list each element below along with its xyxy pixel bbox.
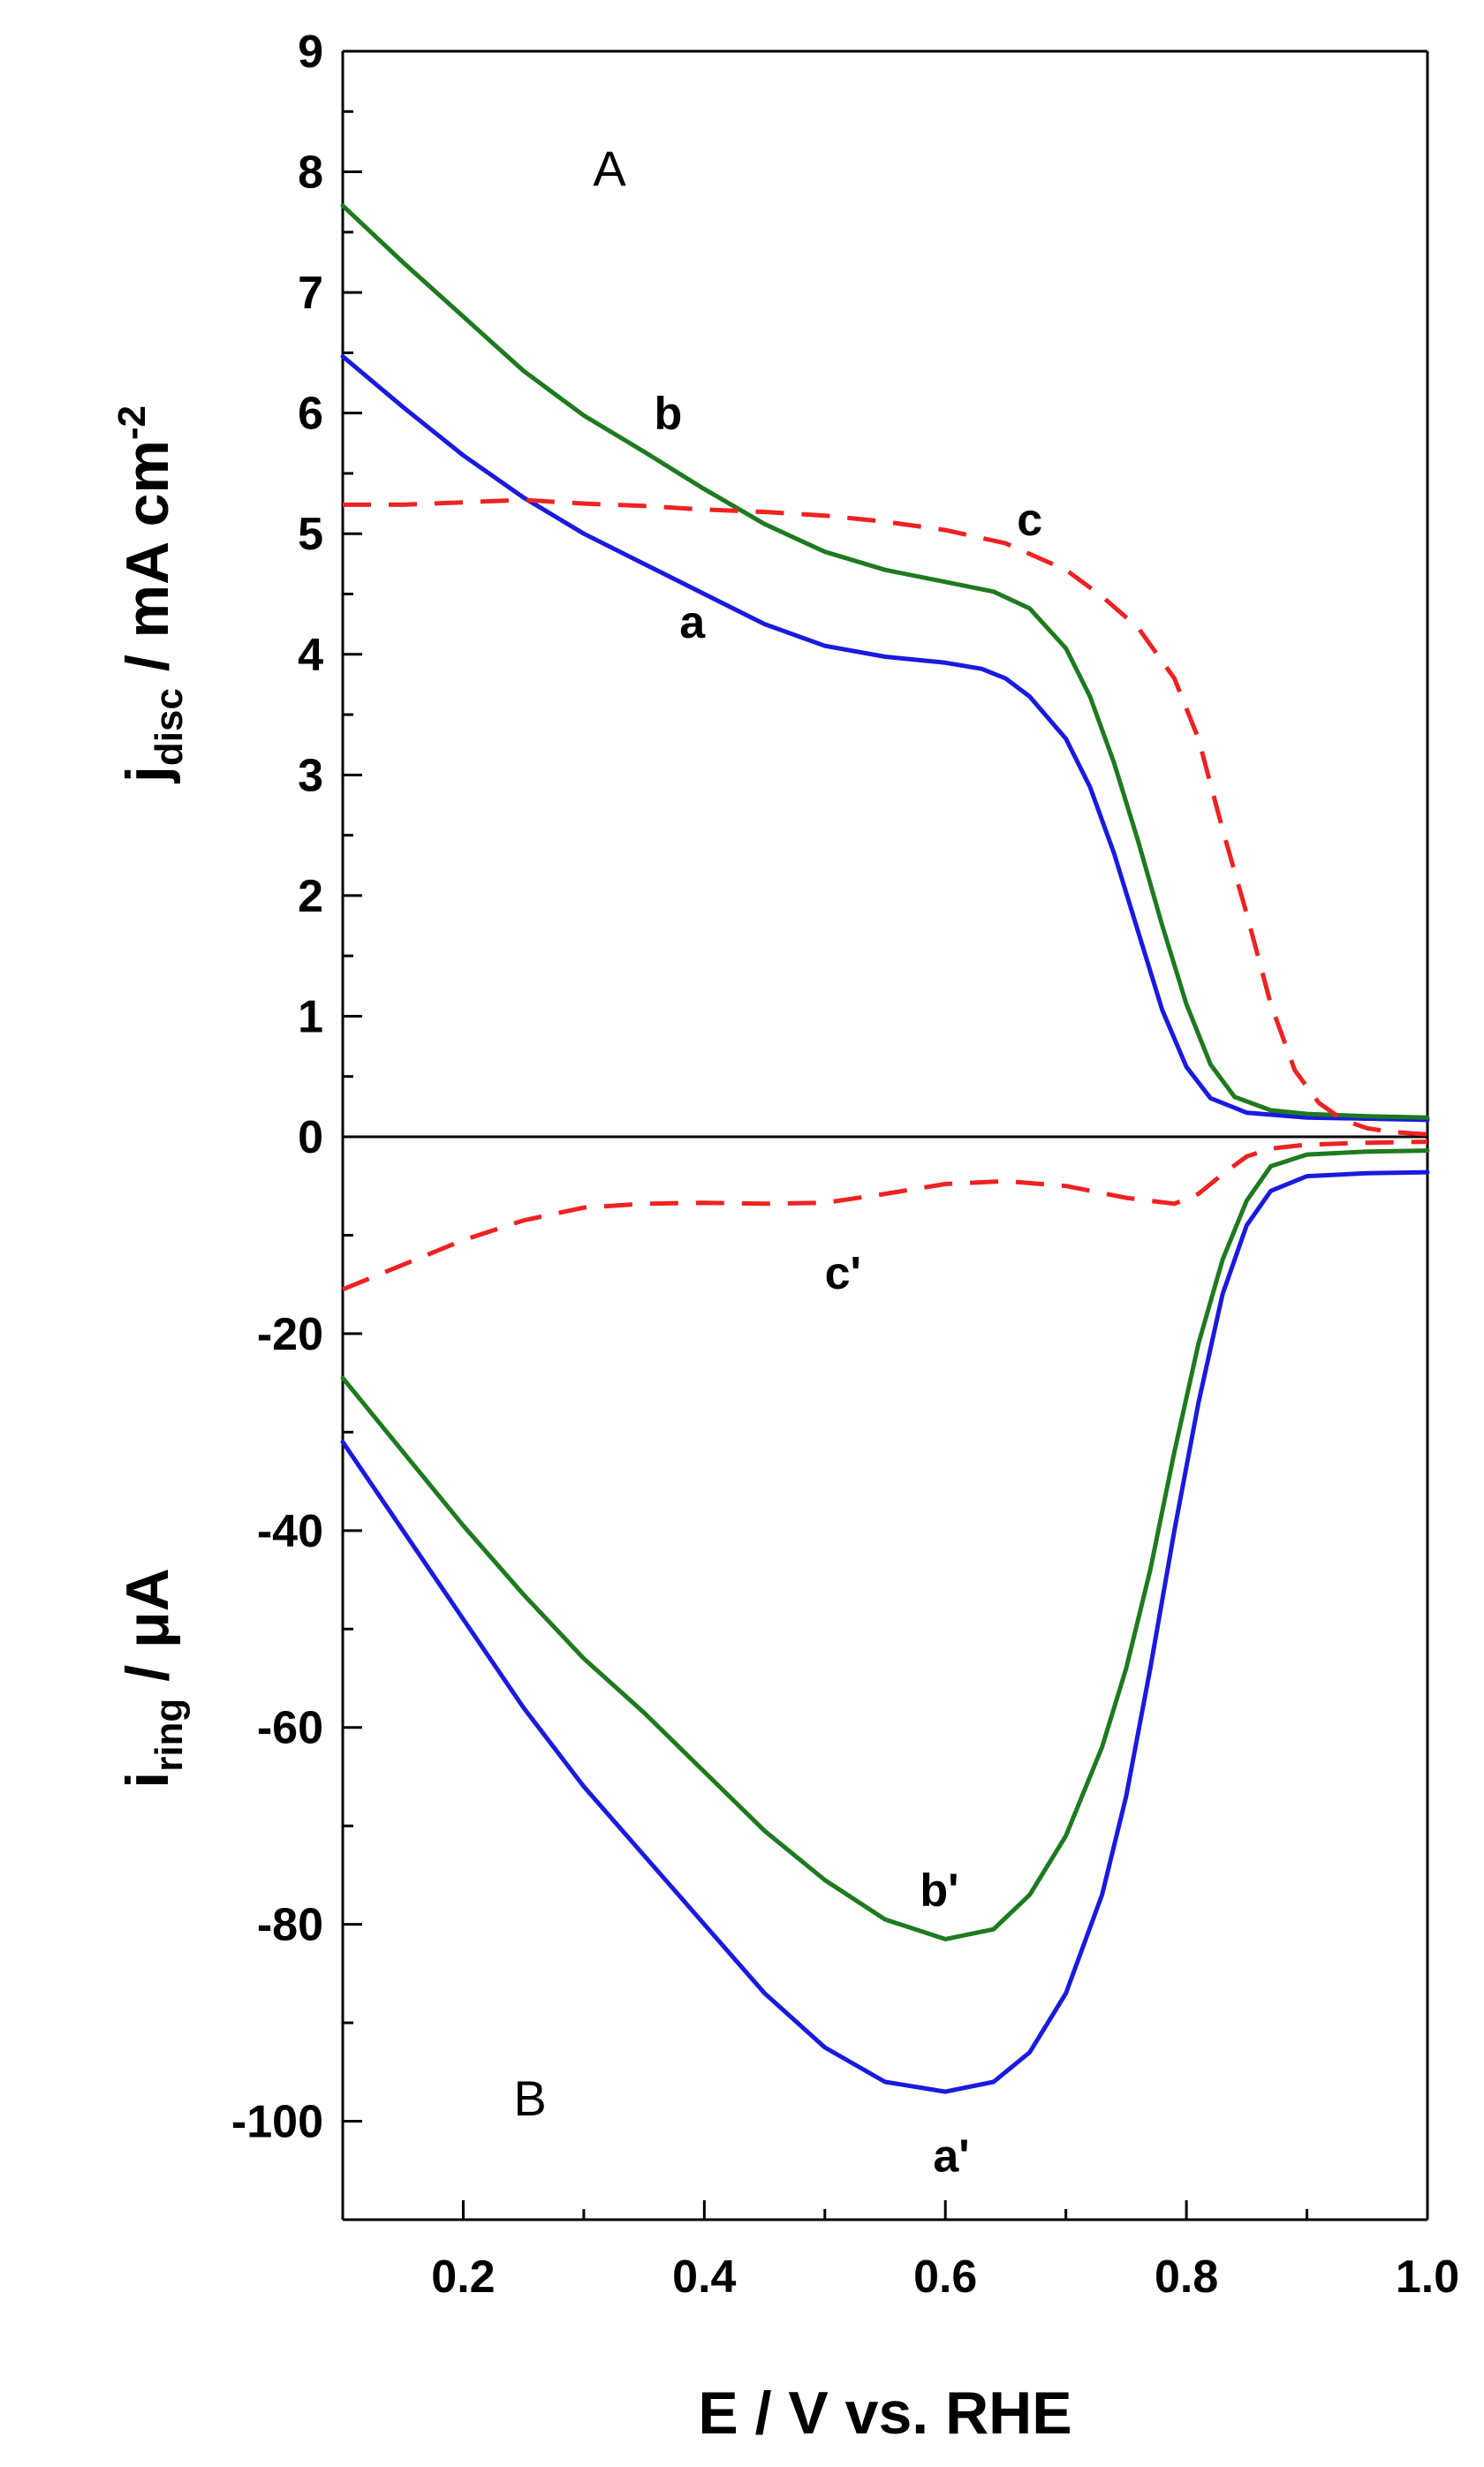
y-tick-label: 7 (298, 268, 323, 319)
curve-label-b-prime: b' (920, 1865, 958, 1917)
x-tick-label: 1.0 (1396, 2251, 1459, 2303)
y-tick-label: 5 (298, 509, 323, 560)
x-tick-label: 0.4 (672, 2251, 736, 2303)
x-tick-label: 0.8 (1155, 2251, 1218, 2303)
y-tick-label: 2 (298, 871, 323, 922)
panel-label-A: A (593, 140, 626, 196)
y-tick-label: -100 (231, 2097, 323, 2148)
panel-label-B: B (513, 2070, 546, 2126)
curve-label-a: a (679, 597, 706, 648)
series-line-c (343, 497, 1428, 1137)
series-line-a-prime (340, 1169, 1430, 2094)
x-axis-title: E / V vs. RHE (698, 2380, 1071, 2447)
y-tick-label: -80 (257, 1900, 323, 1951)
y-tick-label: 8 (298, 148, 323, 199)
y-tick-label: 1 (298, 991, 323, 1042)
y-tick-label: -60 (257, 1703, 323, 1754)
y-tick-label: -40 (257, 1506, 323, 1557)
y-axis-title-B: iring / μA (114, 1568, 191, 1788)
series-line-a (340, 354, 1430, 1123)
y-tick-label: -20 (257, 1309, 323, 1360)
x-tick-label: 0.2 (431, 2251, 495, 2303)
curve-label-a-prime: a' (933, 2131, 969, 2183)
curve-label-c-prime: c' (825, 1248, 861, 1299)
chart-frame: 0.2 0.4 0.6 0.8 1.0 E / V vs. RHE 0 1 2 3 4 5 6 7 8 9 jd… (110, 26, 1459, 2447)
curve-label-b: b (655, 389, 683, 440)
y-tick-label: 0 (298, 1112, 323, 1163)
x-tick-label: 0.6 (913, 2251, 977, 2303)
label-layer: Aa b c Ba' b' c' (513, 140, 1042, 2183)
y-tick-label: 4 (298, 630, 323, 681)
series-layer (340, 203, 1430, 2094)
series-line-c-prime (342, 1139, 1428, 1292)
series-line-b (340, 203, 1430, 1120)
y-tick-label: 3 (298, 750, 323, 801)
y-tick-label: 9 (298, 26, 323, 78)
series-line-b-prime (340, 1148, 1430, 1941)
y-tick-label: 6 (298, 389, 323, 440)
y-axis-title-A: jdisc / mA cm-2 (110, 405, 191, 784)
curve-label-c: c (1017, 495, 1042, 546)
